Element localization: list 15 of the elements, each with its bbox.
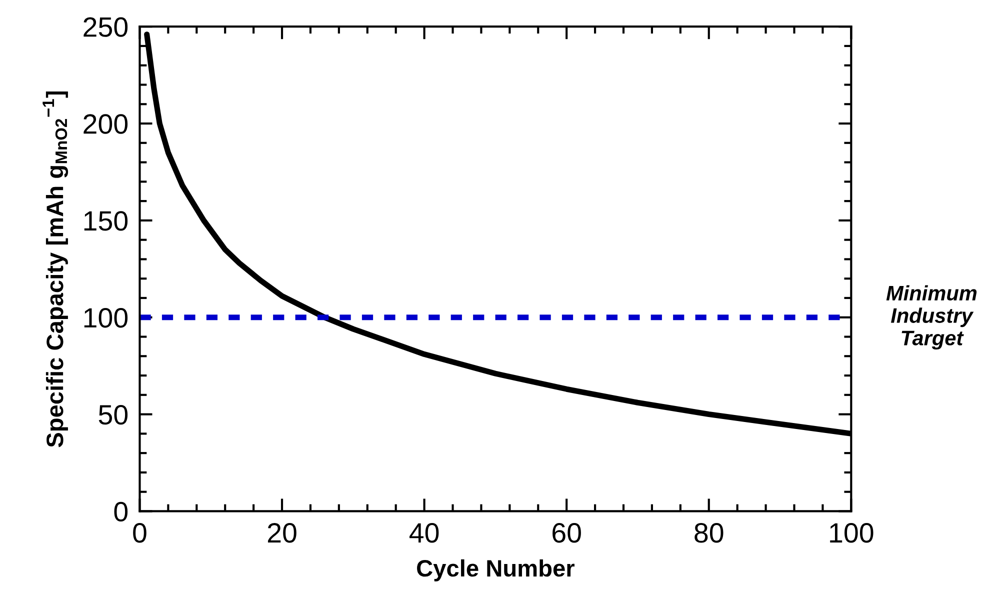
y-axis-title: Specific Capacity [mAh g$_{MnO2}$$^{−1}$] xyxy=(42,91,68,448)
x-tick-label: 100 xyxy=(830,523,874,543)
x-tick-label: 0 xyxy=(133,523,146,543)
ref-line-label: Minimum Industry Target xyxy=(886,285,977,350)
x-tick-label: 20 xyxy=(268,523,296,543)
y-tick-label: 150 xyxy=(84,211,128,231)
y-tick-label: 0 xyxy=(114,502,128,522)
y-tick-label: 250 xyxy=(84,17,128,37)
x-tick-label: 60 xyxy=(552,523,581,543)
y-tick-label: 100 xyxy=(84,308,128,328)
x-tick-label: 40 xyxy=(409,523,439,543)
x-axis-title: Cycle Number xyxy=(417,559,574,582)
x-tick-label: 80 xyxy=(694,523,724,543)
y-tick-label: 200 xyxy=(84,114,128,134)
y-tick-label: 50 xyxy=(98,404,128,425)
